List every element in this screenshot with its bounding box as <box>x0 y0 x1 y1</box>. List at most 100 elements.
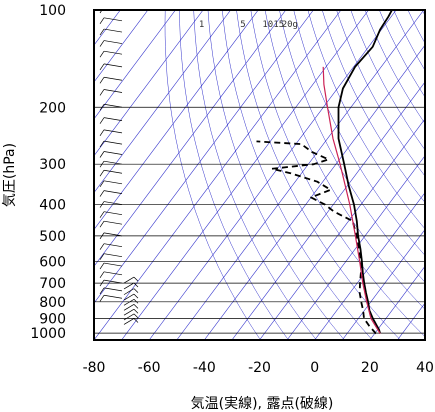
wind-barb-flag <box>99 287 105 295</box>
wind-barb-flag <box>99 140 105 148</box>
isotherm-line <box>231 81 425 340</box>
wind-barb-flag <box>99 10 103 14</box>
wind-barb-flag <box>99 180 105 187</box>
wind-barb <box>103 279 123 284</box>
wind-barb <box>103 140 123 145</box>
mixing-ratio-label: 20g <box>282 20 298 30</box>
dry-adiabat-line <box>222 10 373 340</box>
isotherm-line <box>94 10 287 267</box>
isotherm-line <box>259 118 425 340</box>
dry-adiabat-line <box>407 10 425 44</box>
isotherm-line <box>121 10 369 340</box>
wind-barb-flag <box>133 304 139 309</box>
y-tick-label: 500 <box>39 229 66 245</box>
plot-area <box>94 10 425 340</box>
wind-barb-flag <box>133 318 139 323</box>
isotherm-line <box>94 10 314 304</box>
wind-barb <box>103 50 123 55</box>
wind-barb-flag <box>99 279 105 287</box>
dry-adiabat-line <box>264 10 425 310</box>
dry-adiabat-line <box>336 10 425 177</box>
isotherm-line <box>94 10 204 157</box>
wind-barb-flag <box>133 293 139 299</box>
isotherm-line <box>94 10 176 120</box>
y-tick-label: 200 <box>39 100 66 116</box>
x-tick-label: -60 <box>138 360 161 376</box>
wind-barb <box>103 76 123 81</box>
wind-barb <box>103 180 123 185</box>
wind-barb <box>123 318 135 325</box>
wind-barb-flag <box>99 211 105 218</box>
isotherm-line <box>148 10 397 340</box>
wind-barb-flag <box>133 308 139 314</box>
dry-adiabat-line <box>236 10 401 340</box>
y-axis-label: 気圧(hPa) <box>2 143 18 207</box>
dry-adiabat-line <box>179 10 289 340</box>
wind-barb <box>103 253 123 258</box>
wind-barb <box>123 304 135 311</box>
wind-barb-flag <box>133 288 139 293</box>
isotherm-grid <box>94 10 425 340</box>
wind-barb <box>103 151 123 155</box>
y-tick-label: 800 <box>39 295 66 311</box>
mixing-ratio-label: 15 <box>273 20 284 30</box>
isotherm-line <box>94 10 342 340</box>
isotherm-line <box>369 265 425 340</box>
wind-barb <box>103 129 123 134</box>
wind-barb <box>103 271 123 276</box>
wind-barb <box>123 276 135 284</box>
pressure-grid <box>94 10 425 334</box>
dry-adiabat-line <box>293 10 425 256</box>
isotherm-line <box>204 44 425 340</box>
y-tick-label: 1000 <box>30 326 66 342</box>
wind-barb <box>123 308 135 316</box>
wind-barb-flag <box>99 151 105 158</box>
x-tick-labels: -80 -60 -40 -20 0 20 40 <box>83 360 434 376</box>
mixing-ratio-label: 10 <box>262 20 273 30</box>
wind-barb <box>103 190 123 194</box>
dry-adiabat-line <box>207 10 345 340</box>
wind-barb <box>123 282 135 290</box>
dry-adiabat-line <box>164 10 261 340</box>
wind-barb <box>103 201 123 205</box>
x-tick-label: -40 <box>193 360 216 376</box>
wind-barb <box>103 262 123 267</box>
x-tick-label: -80 <box>83 360 106 376</box>
dry-adiabat-line <box>350 10 425 151</box>
wind-barb <box>103 17 123 22</box>
mixing-ratio-label: 5 <box>240 20 245 30</box>
wind-barb-flag <box>133 282 139 288</box>
wind-barb-flag <box>99 232 105 240</box>
wind-barb-flag <box>99 28 105 36</box>
wind-barb <box>103 89 123 93</box>
wind-barb-flag <box>99 40 105 47</box>
wind-barb-flag <box>99 262 105 270</box>
wind-barb <box>103 63 123 68</box>
wind-barbs <box>99 10 139 325</box>
wind-barb <box>103 103 123 108</box>
wind-barb <box>103 28 123 33</box>
wind-barb-flag <box>99 190 105 197</box>
wind-barb <box>123 293 135 301</box>
wind-barb-flag <box>99 271 105 279</box>
wind-barb-flag <box>133 299 139 304</box>
y-tick-label: 900 <box>39 311 66 327</box>
profile-lines <box>256 10 393 335</box>
isotherm-line <box>424 339 425 340</box>
temperature-line <box>337 10 393 334</box>
y-tick-label: 400 <box>39 198 66 214</box>
wind-barb-flag <box>99 104 105 111</box>
isotherm-line <box>342 228 425 340</box>
wind-barb-flag <box>99 220 105 228</box>
wind-barb <box>123 288 135 295</box>
wind-barb <box>123 299 135 306</box>
x-tick-label: 0 <box>310 360 319 376</box>
wind-barb-flag <box>99 129 105 137</box>
wind-barb <box>103 211 123 216</box>
wind-barb <box>103 160 123 165</box>
wind-barb-flag <box>99 89 105 96</box>
wind-barb-flag <box>99 295 105 302</box>
mixing-ratio-label: 1 <box>199 20 204 30</box>
x-tick-label: 40 <box>416 360 434 376</box>
wind-barb <box>103 243 123 248</box>
